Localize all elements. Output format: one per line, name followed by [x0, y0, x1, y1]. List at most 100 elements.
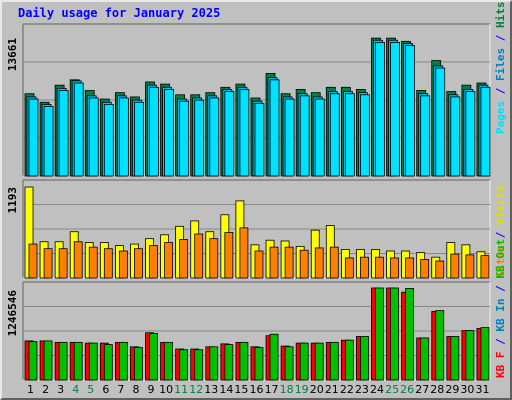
- x-tick-label-23: 23: [355, 383, 369, 396]
- x-tick-label-10: 10: [159, 383, 173, 396]
- bar-pages-7: [118, 97, 129, 177]
- bar-sites-30: [465, 254, 475, 279]
- x-tick-label-5: 5: [87, 383, 94, 396]
- bar-kb-out-29: [450, 336, 460, 381]
- bar-sites-18: [284, 246, 294, 279]
- bar-kb-out-9: [149, 333, 158, 381]
- bar-sites-5: [88, 246, 98, 279]
- bar-kb-out-1: [28, 341, 38, 381]
- x-tick-label-27: 27: [415, 383, 429, 396]
- bar-kb-out-15: [239, 341, 249, 381]
- bar-kb-out-8: [134, 347, 143, 381]
- bar-pages-12: [194, 99, 205, 177]
- bar-kb-out-26: [405, 288, 415, 381]
- bar-pages-5: [88, 97, 99, 177]
- x-tick-label-18: 18: [280, 383, 294, 396]
- legend-item: KB F: [494, 352, 507, 379]
- bar-sites-22: [344, 257, 354, 279]
- x-tick-label-31: 31: [475, 383, 489, 396]
- bar-sites-4: [73, 241, 83, 279]
- y-max-label: 1246546: [6, 290, 19, 337]
- x-tick-label-16: 16: [250, 383, 264, 396]
- x-tick-label-12: 12: [189, 383, 203, 396]
- bar-kb-out-14: [224, 344, 234, 381]
- x-tick-label-28: 28: [430, 383, 444, 396]
- bar-pages-16: [254, 102, 265, 177]
- bar-kb-out-12: [194, 349, 204, 381]
- bar-pages-2: [43, 106, 54, 177]
- bar-kb-out-30: [465, 330, 475, 381]
- bar-kb-out-16: [254, 347, 264, 381]
- x-tick-label-22: 22: [340, 383, 354, 396]
- y-max-label: 13661: [6, 38, 19, 71]
- x-tick-label-7: 7: [117, 383, 124, 396]
- chart-title: Daily usage for January 2025: [18, 6, 221, 20]
- bar-pages-30: [465, 91, 476, 177]
- y-max-label: 1193: [6, 187, 19, 214]
- legend-item: KB In: [494, 299, 507, 332]
- bar-kb-out-10: [164, 341, 173, 381]
- bar-pages-15: [239, 89, 250, 177]
- bar-kb-out-4: [73, 341, 83, 381]
- bar-pages-28: [435, 67, 446, 177]
- x-tick-label-3: 3: [57, 383, 64, 396]
- bar-kb-out-21: [329, 341, 339, 381]
- bar-pages-24: [375, 42, 385, 177]
- legend-item: Sites: [494, 245, 507, 278]
- legend-item: /: [494, 279, 507, 299]
- bar-sites-26: [405, 257, 415, 279]
- x-tick-label-19: 19: [295, 383, 309, 396]
- x-tick-label-4: 4: [72, 383, 79, 396]
- bar-pages-17: [269, 79, 280, 177]
- bar-pages-4: [73, 82, 84, 177]
- bar-sites-19: [299, 249, 309, 279]
- bar-kb-out-3: [58, 341, 68, 381]
- bar-pages-26: [405, 45, 416, 177]
- chart-panel-3: 1246546: [6, 281, 491, 381]
- x-tick-label-26: 26: [400, 383, 414, 396]
- bar-pages-25: [390, 42, 400, 177]
- bar-sites-8: [134, 248, 143, 279]
- bar-pages-14: [224, 91, 235, 177]
- bar-kb-out-11: [179, 349, 189, 381]
- bar-sites-3: [58, 248, 68, 279]
- x-tick-label-24: 24: [370, 383, 384, 396]
- x-tick-label-21: 21: [325, 383, 339, 396]
- bar-kb-out-23: [360, 336, 369, 381]
- chart-panel-2: 1193: [6, 179, 491, 279]
- bar-kb-out-7: [118, 341, 128, 381]
- bar-sites-15: [239, 227, 249, 279]
- bar-pages-13: [209, 97, 220, 177]
- bar-pages-22: [344, 93, 355, 177]
- bar-pages-18: [284, 98, 295, 177]
- bar-sites-7: [118, 250, 128, 279]
- bar-sites-21: [329, 246, 339, 279]
- bar-kb-out-28: [435, 310, 445, 381]
- bar-kb-out-22: [344, 339, 354, 381]
- legend-item: KB Out: [494, 239, 507, 279]
- x-tick-label-20: 20: [310, 383, 324, 396]
- bar-pages-8: [134, 101, 144, 177]
- bar-kb-out-18: [284, 346, 294, 381]
- bar-kb-out-20: [314, 342, 324, 381]
- bar-sites-16: [254, 250, 264, 279]
- legend-panel-3: KB F / KB In / KB Out: [494, 239, 507, 378]
- x-tick-label-29: 29: [445, 383, 459, 396]
- bar-kb-out-27: [420, 337, 430, 381]
- bar-kb-out-31: [480, 327, 490, 381]
- bar-pages-23: [360, 94, 370, 177]
- x-tick-label-8: 8: [132, 383, 139, 396]
- legend-item: Pages: [494, 101, 507, 134]
- legend-item: /: [494, 332, 507, 352]
- bar-sites-25: [390, 257, 399, 279]
- bar-sites-13: [209, 238, 219, 279]
- bar-kb-out-6: [103, 344, 113, 381]
- bar-pages-20: [314, 98, 325, 177]
- legend-item: Hits: [494, 2, 507, 29]
- bar-kb-out-13: [209, 346, 219, 381]
- bar-sites-31: [480, 255, 490, 279]
- bar-pages-9: [149, 86, 159, 177]
- bar-sites-2: [43, 248, 53, 279]
